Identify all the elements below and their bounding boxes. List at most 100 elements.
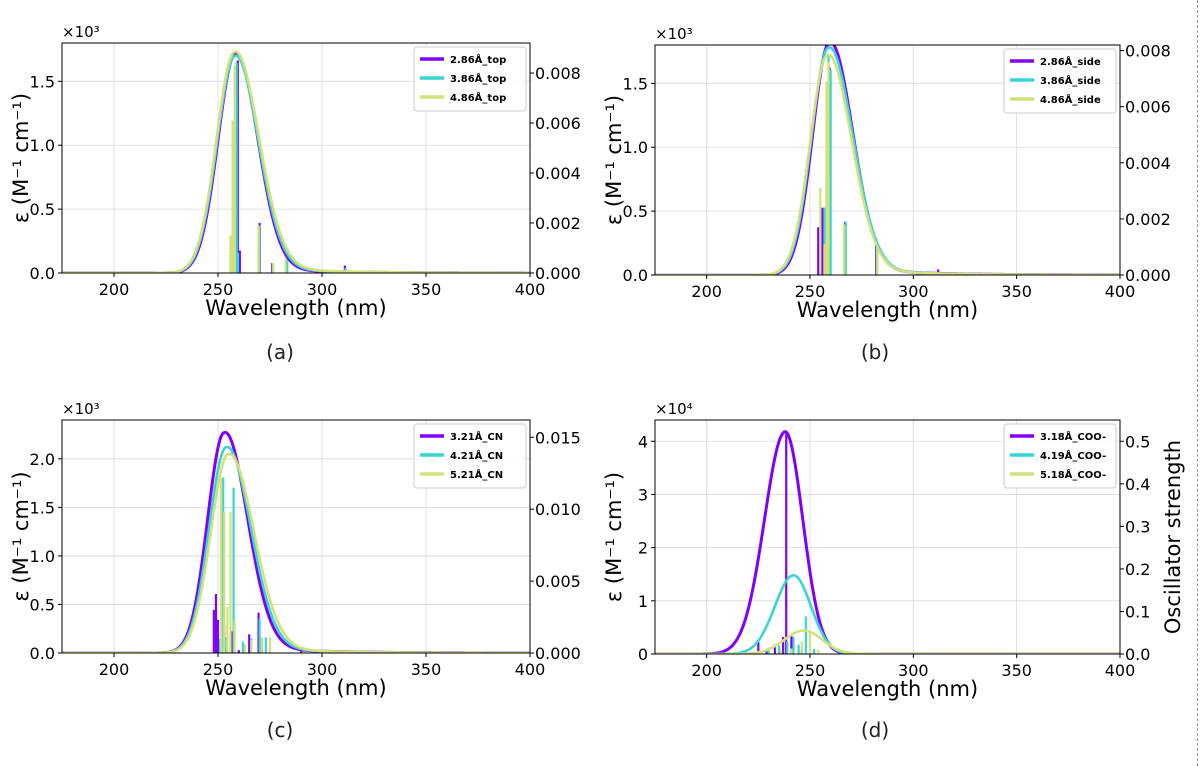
legend-label: 3.86Å_top [450,72,506,85]
legend-label: 5.21Å_CN [450,468,503,481]
x-tick-label: 300 [898,282,929,301]
y-tick-label: 4 [638,432,648,451]
x-tick-label: 200 [99,280,130,299]
y2-tick-label: 0.008 [1125,42,1171,61]
x-tick-label: 200 [99,660,130,679]
x-tick-label: 350 [1001,661,1032,680]
y-axis-label: ε (M⁻¹ cm⁻¹) [602,95,626,225]
y2-tick-label: 0.002 [1125,210,1171,229]
x-tick-label: 400 [515,280,546,299]
y2-tick-label: 0.006 [535,114,581,133]
y-tick-label: 2.0 [30,450,55,469]
legend-box [413,423,527,489]
legend-label: 3.21Å_CN [450,430,503,443]
y-tick-label: 0.5 [623,202,648,221]
chart-c: 200 250 300 350 400 0.0 0.5 1.0 1.5 2.0 0.000 0.005… [9,400,581,700]
legend-label: 2.86Å_side [1040,55,1101,68]
y-tick-label: 1 [638,592,648,611]
y2-tick-label: 0.002 [535,214,581,233]
x-tick-label: 400 [515,660,546,679]
curve-1 [655,430,1120,654]
y-tick-label: 0.5 [30,200,55,219]
y2-tick-label: 0.005 [535,572,581,591]
legend-label: 5.18Å_COO- [1040,468,1106,481]
y-multiplier: ×10⁴ [655,400,693,418]
x-tick-label: 350 [411,660,442,679]
y-multiplier: ×10³ [62,23,100,41]
x-tick-label: 400 [1105,282,1136,301]
legend-box [1003,48,1117,114]
plot-frame [61,419,531,654]
x-tick-label: 350 [1001,282,1032,301]
legend-label: 4.19Å_COO- [1040,449,1106,462]
legend-label: 4.21Å_CN [450,449,503,462]
legend-label: 4.86Å_side [1040,93,1101,106]
y2-tick-label: 0.000 [1125,266,1171,285]
x-tick-label: 200 [691,282,722,301]
plot-frame [654,44,1121,276]
y-tick-label: 1.5 [30,72,55,91]
y2-tick-label: 0.004 [1125,154,1171,173]
y2-tick-label: 0.000 [535,644,581,663]
y-axis-label: ε (M⁻¹ cm⁻¹) [9,93,33,223]
legend: 2.86Å_top 3.86Å_top 4.86Å_top [413,46,527,112]
legend: 2.86Å_side 3.86Å_side 4.86Å_side [1003,48,1117,114]
y2-tick-label: 0.3 [1125,517,1150,536]
x-tick-label: 250 [795,282,826,301]
y-axis-label: ε (M⁻¹ cm⁻¹) [9,471,33,601]
legend: 3.21Å_CN 4.21Å_CN 5.21Å_CN [413,423,527,489]
legend: 3.18Å_COO- 4.19Å_COO- 5.18Å_COO- [1003,423,1117,489]
x-axis-label: Wavelength (nm) [205,676,386,700]
legend-label: 3.18Å_COO- [1040,430,1106,443]
chart-d: 200 250 300 350 400 0 1 2 3 4 0.0 0.1 0.2 0.3 0.4 0.5 ×1… [602,400,1185,701]
x-axis-label: Wavelength (nm) [205,296,386,320]
caption-d: (d) [860,718,890,742]
y-tick-label: 2 [638,539,648,558]
x-tick-label: 250 [795,661,826,680]
x-tick-label: 250 [203,660,234,679]
legend-box [1003,423,1117,489]
y2-tick-label: 0.2 [1125,560,1150,579]
y2-tick-label: 0.000 [535,264,581,283]
y2-tick-label: 0.006 [1125,98,1171,117]
x-tick-label: 200 [691,661,722,680]
y2-tick-label: 0.5 [1125,432,1150,451]
legend-label: 3.86Å_side [1040,74,1101,87]
y-tick-label: 1.5 [623,74,648,93]
curve-2 [655,573,1120,654]
y-tick-label: 1.0 [30,136,55,155]
y-tick-label: 0.5 [30,595,55,614]
x-axis-label: Wavelength (nm) [797,298,978,322]
caption-b: (b) [860,340,890,364]
x-tick-label: 300 [898,661,929,680]
chart-a: 200 250 300 350 400 0.0 0.5 1.0 1.5 0.000 0.002 0.0… [9,23,581,320]
y2-tick-label: 0.004 [535,164,581,183]
x-tick-label: 350 [411,280,442,299]
y2-tick-label: 0.015 [535,428,581,447]
x-tick-label: 300 [307,660,338,679]
y-tick-label: 1.0 [30,547,55,566]
y2-tick-label: 0.0 [1125,645,1150,664]
legend-label: 2.86Å_top [450,53,506,66]
y-tick-label: 3 [638,485,648,504]
y-tick-label: 0 [638,645,648,664]
y2-tick-label: 0.1 [1125,602,1150,621]
plot-frame [654,419,1121,655]
y-tick-label: 0.0 [30,264,55,283]
y2-tick-label: 0.008 [535,64,581,83]
x-tick-label: 300 [307,280,338,299]
x-axis-label: Wavelength (nm) [797,677,978,701]
legend-label: 4.86Å_top [450,91,506,104]
y-multiplier: ×10³ [62,400,100,418]
y-tick-label: 0.0 [623,266,648,285]
legend-box [413,46,527,112]
x-tick-label: 250 [203,280,234,299]
y2-axis-label: Oscillator strength [1161,440,1185,634]
page-edge-divider [1197,0,1198,766]
y-tick-label: 0.0 [30,644,55,663]
y2-tick-label: 0.010 [535,500,581,519]
caption-a: (a) [266,340,294,364]
y-tick-label: 1.5 [30,498,55,517]
y-multiplier: ×10³ [655,25,693,43]
